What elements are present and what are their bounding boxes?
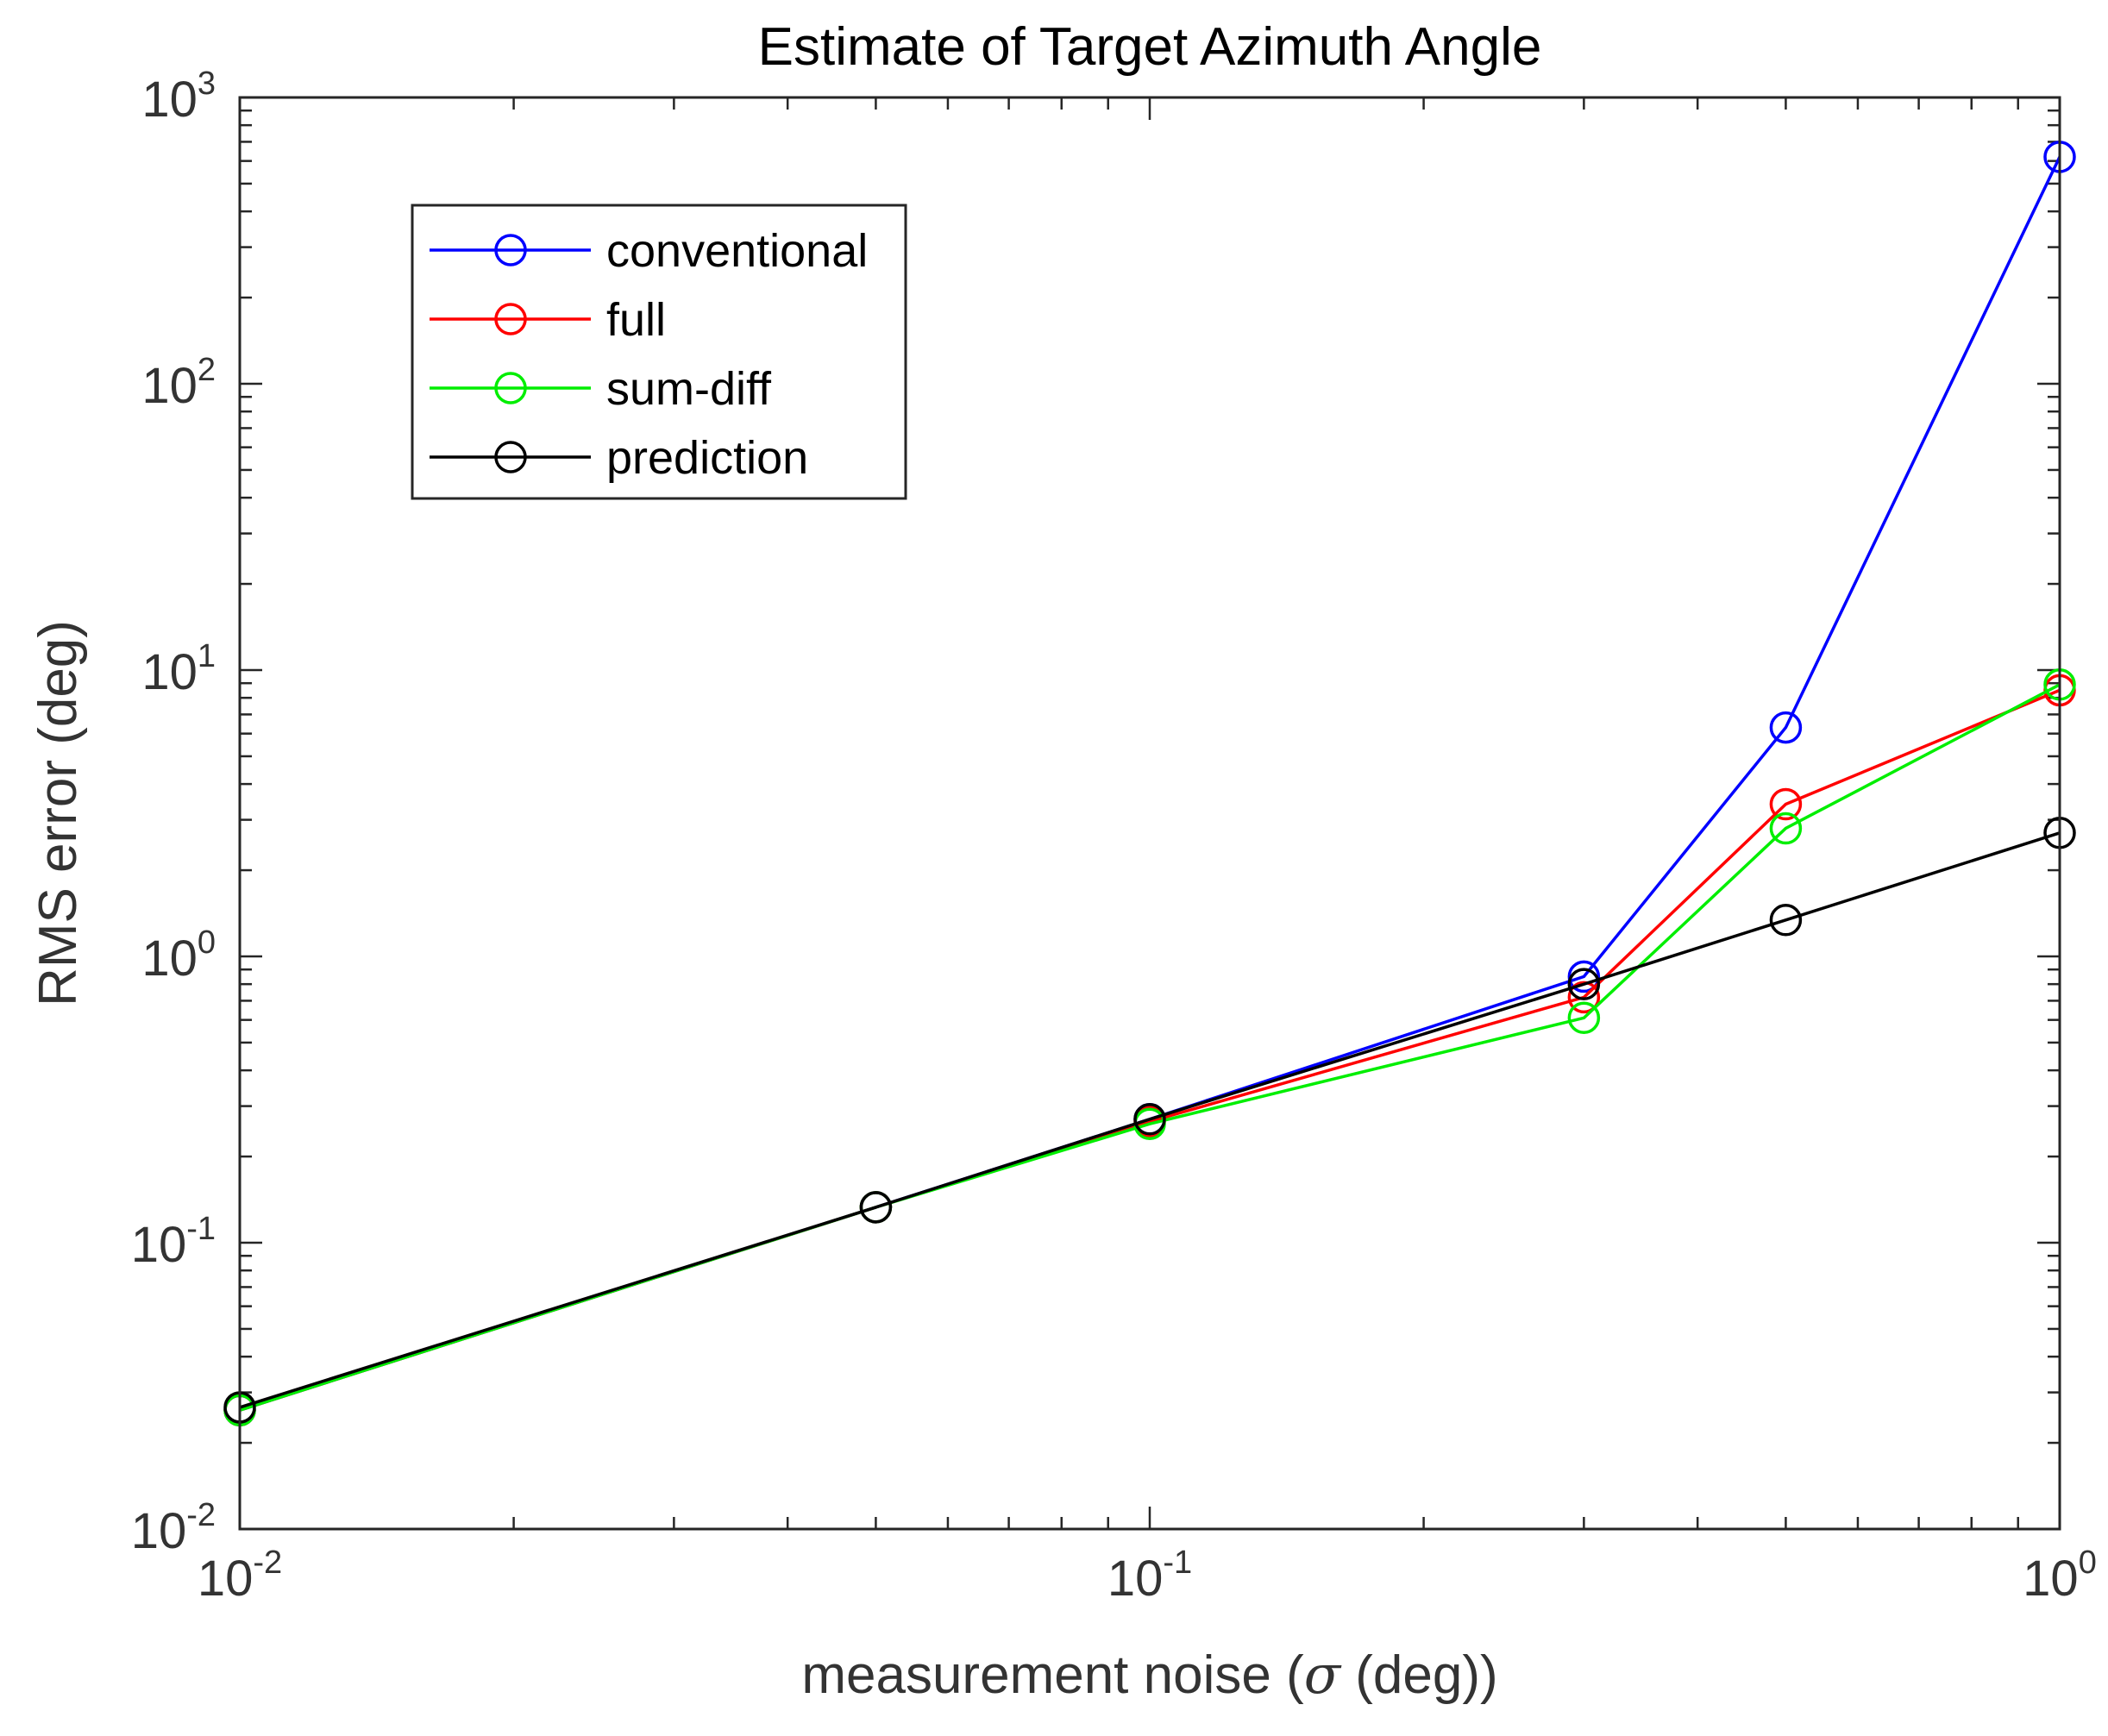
legend-marker [494, 303, 527, 335]
x-axis-label: measurement noise (σ (deg)) [801, 1643, 1497, 1706]
y-axis-label: RMS error (deg) [28, 620, 88, 1006]
x-tick-label: 100 [2023, 1545, 2097, 1607]
x-tick-label: 10-1 [1107, 1545, 1192, 1607]
legend: conventional full sum-diff prediction [411, 204, 907, 500]
data-point [1567, 981, 1601, 1014]
axes-box [238, 96, 2061, 1531]
legend-item-conventional: conventional [430, 225, 868, 277]
legend-label: full [606, 294, 666, 346]
series-layer [223, 141, 2076, 1426]
legend-label: conventional [606, 225, 868, 277]
y-tick-label: 10-2 [131, 1497, 216, 1559]
y-tick-label: 101 [141, 638, 216, 700]
series-prediction [223, 817, 2076, 1424]
series-line [239, 831, 2061, 1409]
legend-label: prediction [606, 432, 808, 484]
legend-item-prediction: prediction [430, 432, 808, 484]
tick-labels: 10-2 10-1 100 10-2 10-1 100 101 102 103 [131, 66, 2097, 1607]
data-point [1567, 1001, 1601, 1035]
axis-ticks [238, 96, 2061, 1531]
y-tick-label: 102 [141, 352, 216, 414]
x-tick-label: 10-2 [198, 1545, 282, 1607]
legend-item-sum-diff: sum-diff [430, 363, 772, 415]
data-point [1133, 1103, 1166, 1136]
data-point [1567, 960, 1601, 993]
chart-title: Estimate of Target Azimuth Angle [758, 17, 1542, 77]
x-axis-label-suffix: (deg)) [1340, 1645, 1498, 1705]
y-tick-label: 100 [141, 924, 216, 987]
legend-marker [494, 234, 527, 266]
legend-label: sum-diff [606, 363, 772, 415]
legend-item-full: full [430, 294, 666, 346]
data-point [1769, 812, 1803, 845]
data-point [859, 1191, 893, 1224]
axes-frame [238, 96, 2061, 1531]
legend-marker [494, 441, 527, 473]
legend-box [411, 204, 907, 500]
data-point [1567, 968, 1601, 1000]
y-tick-label: 10-1 [131, 1211, 216, 1273]
data-point [1769, 904, 1803, 937]
y-tick-label: 103 [141, 66, 216, 128]
x-axis-label-prefix: measurement noise ( [801, 1645, 1304, 1705]
legend-marker [494, 372, 527, 404]
x-axis-label-symbol: σ [1304, 1643, 1342, 1706]
data-point [1769, 787, 1803, 821]
data-point [1769, 711, 1803, 744]
